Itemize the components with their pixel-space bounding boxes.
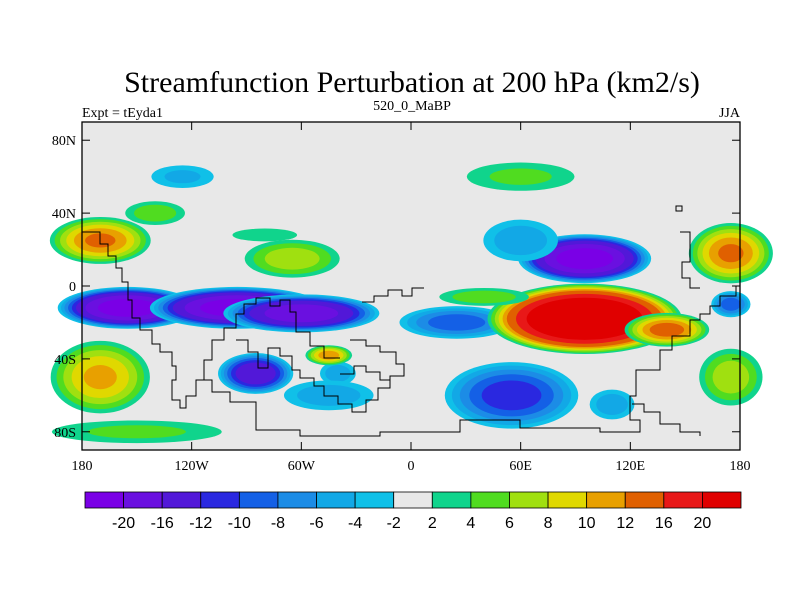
colorbar-label-1: -16 <box>151 515 174 532</box>
colorbar-box-10 <box>470 491 510 509</box>
x-tick-label-2: 60W <box>288 459 316 474</box>
colorbar-box-13 <box>586 491 626 509</box>
colorbar-label-10: 6 <box>505 515 514 532</box>
colorbar-label-3: -10 <box>228 515 251 532</box>
colorbar-box-8 <box>393 491 433 509</box>
colorbar-label-14: 16 <box>655 515 673 532</box>
contour-band-14-4 <box>494 225 548 256</box>
contour-field <box>49 122 773 450</box>
contour-band-21-12 <box>718 244 744 263</box>
contour-band-13-20 <box>556 248 613 270</box>
contour-band-16-4 <box>164 170 201 184</box>
subtitle-center: 520_0_MaBP <box>373 99 451 114</box>
x-tick-label-4: 60E <box>509 459 532 474</box>
contour-band-22-10 <box>83 365 117 390</box>
colorbar-box-6 <box>316 491 356 509</box>
colorbar-box-1 <box>123 491 163 509</box>
colorbar-label-7: -2 <box>387 515 401 532</box>
contour-band-4-4 <box>325 365 351 382</box>
coastlines <box>82 205 737 437</box>
colorbar-label-9: 4 <box>466 515 475 532</box>
colorbar-box-16 <box>702 491 742 509</box>
contour-band-0-20 <box>97 298 158 317</box>
colorbar-label-0: -20 <box>112 515 135 532</box>
y-tick-label-2: 0 <box>69 280 76 295</box>
y-tick-label-0: 80N <box>52 134 76 149</box>
y-tick-label-3: 40S <box>54 353 76 368</box>
contour-band-18-4 <box>134 204 177 222</box>
x-tick-label-0: 180 <box>72 459 93 474</box>
colorbar-box-4 <box>238 491 279 509</box>
colorbar-label-8: 2 <box>428 515 437 532</box>
colorbar-box-14 <box>624 491 665 509</box>
colorbar-box-7 <box>354 491 395 509</box>
contour-band-11-12 <box>649 322 685 337</box>
colorbar-box-5 <box>277 491 317 509</box>
contour-band-24-6 <box>712 360 750 394</box>
x-tick-label-3: 0 <box>408 459 415 474</box>
contour-band-9-4 <box>596 393 628 415</box>
colorbar-box-12 <box>547 491 588 509</box>
colorbar-label-5: -6 <box>309 515 323 532</box>
colorbar-label-11: 8 <box>544 515 553 532</box>
contour-band-6-4 <box>297 384 361 406</box>
coastline-antarctic <box>340 365 390 381</box>
contour-band-7-8 <box>428 314 486 331</box>
coastline-americas <box>82 231 340 409</box>
contour-band-12-4 <box>452 290 516 304</box>
chart-title: Streamfunction Perturbation at 200 hPa (… <box>124 66 700 99</box>
axis-ticks: 180 120W 60W 0 60E 120E 180 80N 40N 0 40S 80S <box>52 122 751 474</box>
colorbar-box-2 <box>161 491 202 509</box>
contour-band-20-2 <box>232 228 298 242</box>
x-tick-label-6: 180 <box>730 459 751 474</box>
colorbar-label-2: -12 <box>189 515 212 532</box>
colorbar-box-15 <box>663 491 703 509</box>
contour-band-8-10 <box>481 380 542 411</box>
coastline-island <box>675 205 683 212</box>
colorbar-label-6: -4 <box>348 515 362 532</box>
colorbar-box-9 <box>431 491 472 509</box>
colorbar-box-0 <box>84 491 124 509</box>
contour-band-2-16 <box>264 304 339 323</box>
x-tick-label-1: 120W <box>175 459 210 474</box>
subtitle-right: JJA <box>719 106 741 121</box>
contour-band-25-8 <box>721 297 741 311</box>
coastline-asia <box>362 287 424 303</box>
colorbar-box-3 <box>200 491 240 509</box>
colorbar: -20 -16 -12 -10 -8 -6 -4 -2 2 4 6 8 10 12 16 20 <box>84 491 742 532</box>
y-tick-label-1: 40N <box>52 207 76 222</box>
coastline-south-islands <box>632 403 701 436</box>
coastline-europe-africa <box>200 286 737 437</box>
x-tick-label-5: 120E <box>616 459 646 474</box>
colorbar-label-12: 10 <box>578 515 596 532</box>
contour-band-3-12 <box>235 362 276 385</box>
colorbar-label-13: 12 <box>616 515 634 532</box>
contour-band-10-20 <box>526 297 643 340</box>
contour-band-19-6 <box>264 247 320 270</box>
coastline-pacific-west <box>680 231 700 289</box>
contour-band-23-4 <box>87 425 186 439</box>
y-tick-label-4: 80S <box>54 426 76 441</box>
colorbar-label-4: -8 <box>271 515 285 532</box>
coastline-south-america <box>236 339 405 413</box>
colorbar-label-15: 20 <box>694 515 712 532</box>
subtitle-left: Expt = tEyda1 <box>82 106 163 121</box>
contour-band-15-4 <box>489 168 552 185</box>
colorbar-box-11 <box>509 491 549 509</box>
